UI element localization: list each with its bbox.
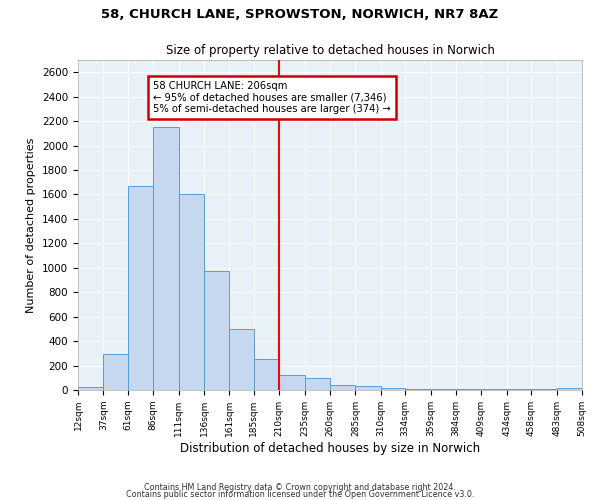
Y-axis label: Number of detached properties: Number of detached properties <box>26 138 37 312</box>
Bar <box>204 272 229 390</box>
Bar <box>229 329 254 390</box>
Bar <box>330 385 355 390</box>
Text: 58, CHURCH LANE, SPROWSTON, NORWICH, NR7 8AZ: 58, CHURCH LANE, SPROWSTON, NORWICH, NR7… <box>101 8 499 20</box>
Text: 58 CHURCH LANE: 206sqm
← 95% of detached houses are smaller (7,346)
5% of semi-d: 58 CHURCH LANE: 206sqm ← 95% of detached… <box>153 81 391 114</box>
Bar <box>153 127 179 390</box>
Bar <box>355 386 381 390</box>
X-axis label: Distribution of detached houses by size in Norwich: Distribution of detached houses by size … <box>180 442 480 454</box>
Bar <box>557 388 582 390</box>
Bar <box>103 354 128 390</box>
Bar <box>78 387 103 390</box>
Bar <box>128 186 153 390</box>
Bar <box>405 389 431 390</box>
Bar <box>381 388 405 390</box>
Bar <box>254 359 279 390</box>
Text: Contains HM Land Registry data © Crown copyright and database right 2024.: Contains HM Land Registry data © Crown c… <box>144 484 456 492</box>
Bar <box>481 389 507 390</box>
Bar <box>279 376 305 390</box>
Bar <box>507 389 531 390</box>
Bar <box>305 378 330 390</box>
Bar <box>431 389 456 390</box>
Bar <box>179 194 204 390</box>
Text: Contains public sector information licensed under the Open Government Licence v3: Contains public sector information licen… <box>126 490 474 499</box>
Title: Size of property relative to detached houses in Norwich: Size of property relative to detached ho… <box>166 44 494 58</box>
Bar <box>456 389 481 390</box>
